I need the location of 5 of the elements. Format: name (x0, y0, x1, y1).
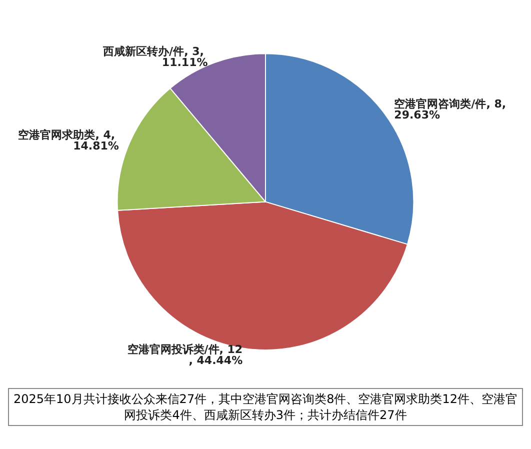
slice-label: 空港官网求助类, 4, 14.81% (18, 128, 119, 153)
text: 2025年10月共计接收公众来信27件，其中空港官网咨询类8件、空港官网求助类12件、空港官网投诉类4件、西咸新区转办3件；共计办结信件27件 (8, 388, 523, 426)
slice-label: 西咸新区转办/件, 3, 11.11% (102, 44, 208, 69)
slice-label: 空港官网投诉类/件, 12, 44.44% (127, 342, 243, 367)
slice-label: 空港官网咨询类/件, 8, 29.63% (394, 98, 510, 122)
